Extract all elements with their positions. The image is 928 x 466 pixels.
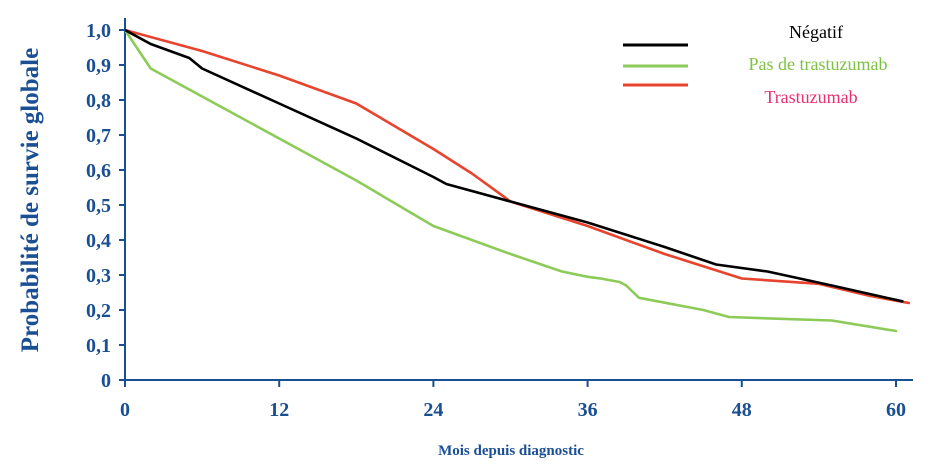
y-tick-label: 0,5 — [86, 195, 111, 217]
axes-layer — [124, 18, 913, 381]
x-tick-label: 36 — [578, 399, 598, 421]
x-tick-label: 24 — [423, 399, 443, 421]
legend: Négatif Pas de trastuzumab Trastuzumab — [623, 22, 887, 107]
x-tick-label: 60 — [886, 399, 906, 421]
y-tick-label: 0,9 — [86, 55, 111, 77]
x-tick-label: 0 — [120, 399, 130, 421]
y-axis-title: Probabilité de survie globale — [17, 48, 44, 352]
y-tick-label: 0,3 — [86, 265, 111, 287]
series-line-pas-de-trastuzumab — [123, 28, 898, 333]
y-tick-label: 0,8 — [86, 90, 111, 112]
y-tick-label: 0,1 — [86, 335, 111, 357]
x-tick-label: 48 — [732, 399, 752, 421]
legend-label-negatif: Négatif — [789, 22, 843, 42]
y-tick-label: 0,7 — [86, 125, 111, 147]
ticks-layer: 0 0,1 0,2 0,3 0,4 0,5 0,6 0,7 0,8 0,9 1,0 0 12 24 36 48… — [86, 20, 906, 421]
y-tick-label: 1,0 — [86, 20, 111, 42]
legend-label-trastuzumab: Trastuzumab — [764, 87, 857, 107]
x-tick-label: 12 — [269, 399, 289, 421]
series-layer — [123, 28, 911, 333]
x-axis-title: Mois depuis diagnostic — [438, 443, 584, 459]
legend-label-pas-de-trastuzumab: Pas de trastuzumab — [749, 54, 888, 74]
y-tick-label: 0,2 — [86, 300, 111, 322]
y-tick-label: 0,4 — [86, 230, 111, 252]
y-tick-label: 0 — [101, 370, 111, 392]
y-tick-label: 0,6 — [86, 160, 111, 182]
series-line-negatif — [123, 28, 904, 303]
